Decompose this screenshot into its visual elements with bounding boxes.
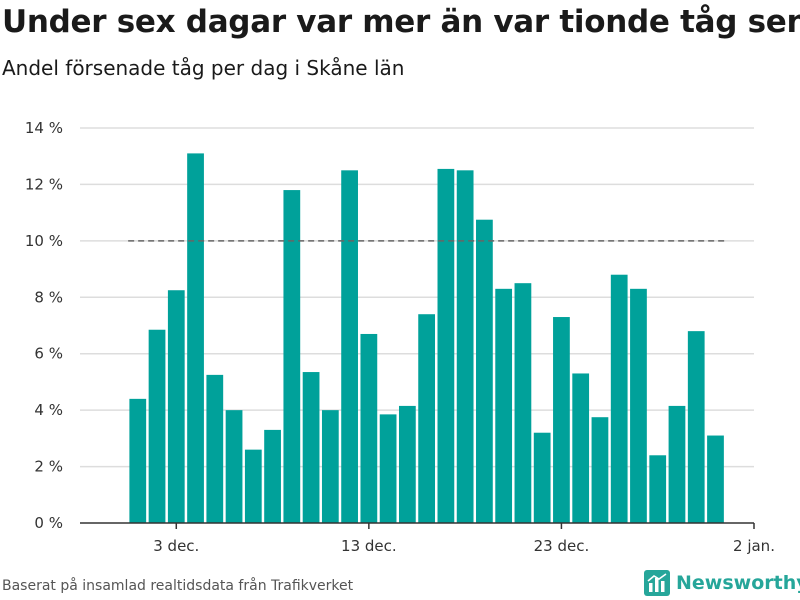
bar[interactable] — [283, 190, 301, 524]
brand-logo[interactable]: Newsworthy — [644, 570, 800, 596]
bar[interactable] — [687, 331, 705, 523]
bar[interactable] — [264, 429, 281, 523]
bar[interactable] — [129, 398, 147, 523]
bar[interactable] — [437, 168, 455, 524]
bar[interactable] — [225, 410, 243, 523]
chart-title: Under sex dagar var mer än var tionde tå… — [2, 4, 800, 40]
bar[interactable] — [418, 314, 436, 523]
bar[interactable] — [302, 372, 320, 523]
bar[interactable] — [630, 288, 647, 523]
bar[interactable] — [321, 410, 339, 523]
bar[interactable] — [707, 435, 724, 523]
bar-chart-logo-icon — [644, 570, 670, 596]
bar[interactable] — [456, 170, 474, 524]
bar[interactable] — [187, 153, 204, 523]
bar[interactable] — [206, 374, 224, 523]
bar[interactable] — [148, 329, 166, 523]
bar[interactable] — [495, 288, 513, 523]
y-tick-label: 12 % — [25, 175, 63, 193]
x-tick-label: 23 dec. — [534, 537, 590, 555]
x-tick-label: 3 dec. — [153, 537, 199, 555]
bar[interactable] — [572, 373, 590, 523]
y-tick-label: 6 % — [34, 345, 63, 363]
bar[interactable] — [610, 274, 628, 523]
x-tick-label: 13 dec. — [341, 537, 397, 555]
brand-name: Newsworthy — [676, 572, 800, 594]
bar[interactable] — [167, 290, 185, 523]
bars — [129, 153, 724, 524]
y-tick-label: 2 % — [34, 458, 63, 476]
bar[interactable] — [533, 432, 551, 523]
bar[interactable] — [649, 455, 667, 523]
bar[interactable] — [398, 405, 416, 523]
bar[interactable] — [668, 405, 686, 523]
y-tick-label: 0 % — [34, 514, 63, 532]
y-tick-label: 4 % — [34, 401, 63, 419]
x-tick-label: 2 jan. — [733, 537, 775, 555]
y-tick-label: 8 % — [34, 288, 63, 306]
bar[interactable] — [360, 333, 378, 523]
bar[interactable] — [476, 219, 493, 524]
bar[interactable] — [379, 414, 397, 523]
y-tick-label: 10 % — [25, 232, 63, 250]
source-note: Baserat på insamlad realtidsdata från Tr… — [2, 578, 354, 594]
chart-subtitle: Andel försenade tåg per dag i Skåne län — [2, 56, 405, 80]
bar[interactable] — [341, 170, 358, 524]
y-tick-label: 14 % — [25, 119, 63, 137]
bar[interactable] — [514, 283, 532, 523]
bar[interactable] — [591, 417, 609, 523]
bar[interactable] — [553, 317, 570, 523]
axes: 0 % 2 % 4 % 6 % 8 % 10 % 12 % 14 % 3 dec. 13 dec.… — [25, 119, 775, 555]
bar[interactable] — [244, 449, 262, 523]
